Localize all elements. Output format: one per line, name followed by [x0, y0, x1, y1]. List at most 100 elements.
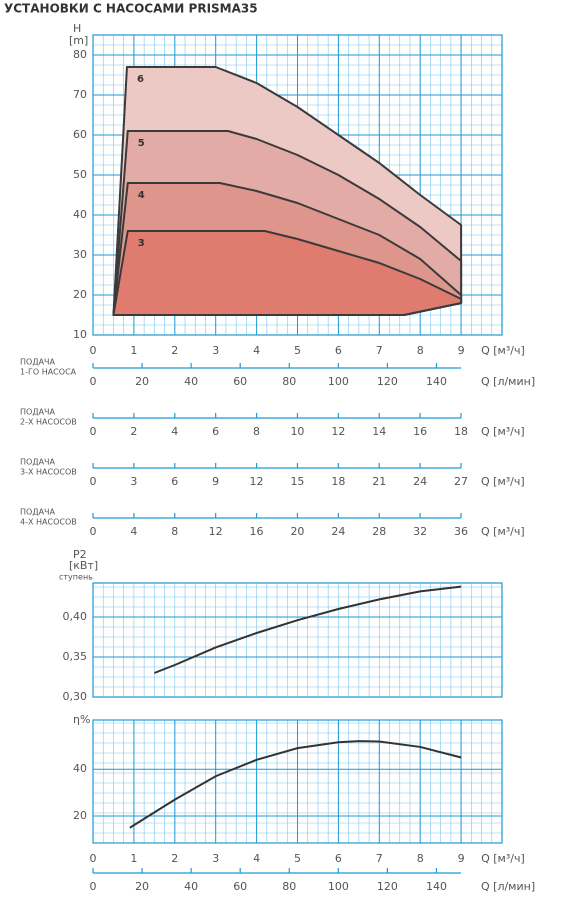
x-tick-label: 18 — [331, 475, 345, 488]
y-tick-label: 60 — [73, 128, 87, 141]
x-tick-label: 0 — [90, 525, 97, 538]
y-axis-note: ступень — [59, 573, 93, 582]
x-tick-label: 8 — [417, 852, 424, 865]
x-axis-label: Q [м³/ч] — [481, 475, 525, 488]
x-tick-label: 8 — [171, 525, 178, 538]
x-tick-label: 18 — [454, 425, 468, 438]
x-tick-label: 0 — [90, 880, 97, 893]
x-tick-label: 12 — [209, 525, 223, 538]
x-tick-label: 8 — [253, 425, 260, 438]
x-tick-label: 20 — [290, 525, 304, 538]
plot-frame — [92, 34, 503, 336]
x-tick-label: 0 — [90, 425, 97, 438]
x-tick-label: 140 — [426, 880, 447, 893]
x-tick-label: 0 — [90, 852, 97, 865]
x-tick-label: 24 — [413, 475, 427, 488]
y-tick-label: 20 — [73, 288, 87, 301]
x-tick-label: 3 — [212, 852, 219, 865]
x-axis-label: Q [м³/ч] — [481, 344, 525, 357]
x-tick-label: 60 — [233, 880, 247, 893]
x-tick-label: 120 — [377, 880, 398, 893]
stage-label: 3 — [138, 238, 145, 249]
x-tick-label: 60 — [233, 375, 247, 388]
y-tick-label: 20 — [73, 809, 87, 822]
x-tick-label: 0 — [90, 375, 97, 388]
y-tick-label: 70 — [73, 88, 87, 101]
y-tick-label: 50 — [73, 168, 87, 181]
x-tick-label: 7 — [376, 852, 383, 865]
scale-label: 2-Х НАСОСОВ — [20, 418, 77, 427]
scale-label: 4-Х НАСОСОВ — [20, 518, 77, 527]
x-tick-label: 9 — [458, 344, 465, 357]
x-tick-label: 36 — [454, 525, 468, 538]
x-tick-label: 0 — [90, 475, 97, 488]
x-tick-label: 2 — [130, 425, 137, 438]
x-tick-label: 20 — [135, 880, 149, 893]
x-tick-label: 9 — [458, 852, 465, 865]
x-tick-label: 4 — [253, 852, 260, 865]
x-tick-label: 15 — [290, 475, 304, 488]
y-axis-label: P2 — [73, 548, 87, 561]
x-axis-label: Q [м³/ч] — [481, 425, 525, 438]
x-axis-label: Q [м³/ч] — [481, 525, 525, 538]
x-tick-label: 16 — [413, 425, 427, 438]
x-tick-label: 9 — [212, 475, 219, 488]
x-tick-label: 4 — [171, 425, 178, 438]
x-tick-label: 2 — [171, 344, 178, 357]
x-tick-label: 5 — [294, 852, 301, 865]
x-tick-label: 3 — [130, 475, 137, 488]
scale-label: ПОДАЧА — [20, 458, 56, 467]
y-tick-label: 40 — [73, 762, 87, 775]
x-tick-label: 140 — [426, 375, 447, 388]
x-axis-label: Q [м³/ч] — [481, 852, 525, 865]
x-tick-label: 21 — [372, 475, 386, 488]
page-title: УСТАНОВКИ С НАСОСАМИ PRISMA35 — [4, 2, 258, 16]
x-tick-label: 4 — [130, 525, 137, 538]
x-tick-label: 10 — [290, 425, 304, 438]
scale-label: 1-ГО НАСОСА — [20, 368, 77, 377]
x-tick-label: 40 — [184, 880, 198, 893]
x-tick-label: 24 — [331, 525, 345, 538]
x-tick-label: 16 — [250, 525, 264, 538]
x-tick-label: 3 — [212, 344, 219, 357]
y-tick-label: 0,35 — [63, 650, 88, 663]
scale-label: ПОДАЧА — [20, 508, 56, 517]
x-tick-label: 6 — [335, 852, 342, 865]
y-tick-label: 40 — [73, 208, 87, 221]
y-axis-unit: [кВт] — [69, 559, 98, 572]
y-tick-label: 10 — [73, 328, 87, 341]
x-tick-label: 120 — [377, 375, 398, 388]
x-tick-label: 0 — [90, 344, 97, 357]
x-tick-label: 4 — [253, 344, 260, 357]
curve — [153, 585, 462, 674]
x-tick-label: 5 — [294, 344, 301, 357]
plot-frame — [92, 582, 503, 698]
x-tick-label: 2 — [171, 852, 178, 865]
x-tick-label: 40 — [184, 375, 198, 388]
scale-label: 3-Х НАСОСОВ — [20, 468, 77, 477]
x-tick-label: 1 — [130, 852, 137, 865]
scale-label: ПОДАЧА — [20, 408, 56, 417]
x-tick-label: 80 — [282, 375, 296, 388]
x-tick-label: 80 — [282, 880, 296, 893]
x-tick-label: 100 — [328, 880, 349, 893]
stage-label: 5 — [138, 138, 145, 149]
x-tick-label: 32 — [413, 525, 427, 538]
x-tick-label: 7 — [376, 344, 383, 357]
x-tick-label: 28 — [372, 525, 386, 538]
stage-label: 6 — [137, 74, 144, 85]
x-tick-label: 6 — [335, 344, 342, 357]
y-tick-label: 0,30 — [63, 690, 88, 703]
plot-frame — [92, 719, 503, 844]
x-axis-label: Q [л/мин] — [481, 880, 535, 893]
x-tick-label: 1 — [130, 344, 137, 357]
stage-label: 4 — [138, 190, 145, 201]
y-axis-unit: [m] — [69, 34, 88, 47]
x-tick-label: 12 — [331, 425, 345, 438]
curve — [129, 740, 462, 829]
y-axis-label: η% — [73, 713, 90, 726]
x-tick-label: 27 — [454, 475, 468, 488]
stage-area — [112, 230, 463, 316]
x-tick-label: 100 — [328, 375, 349, 388]
